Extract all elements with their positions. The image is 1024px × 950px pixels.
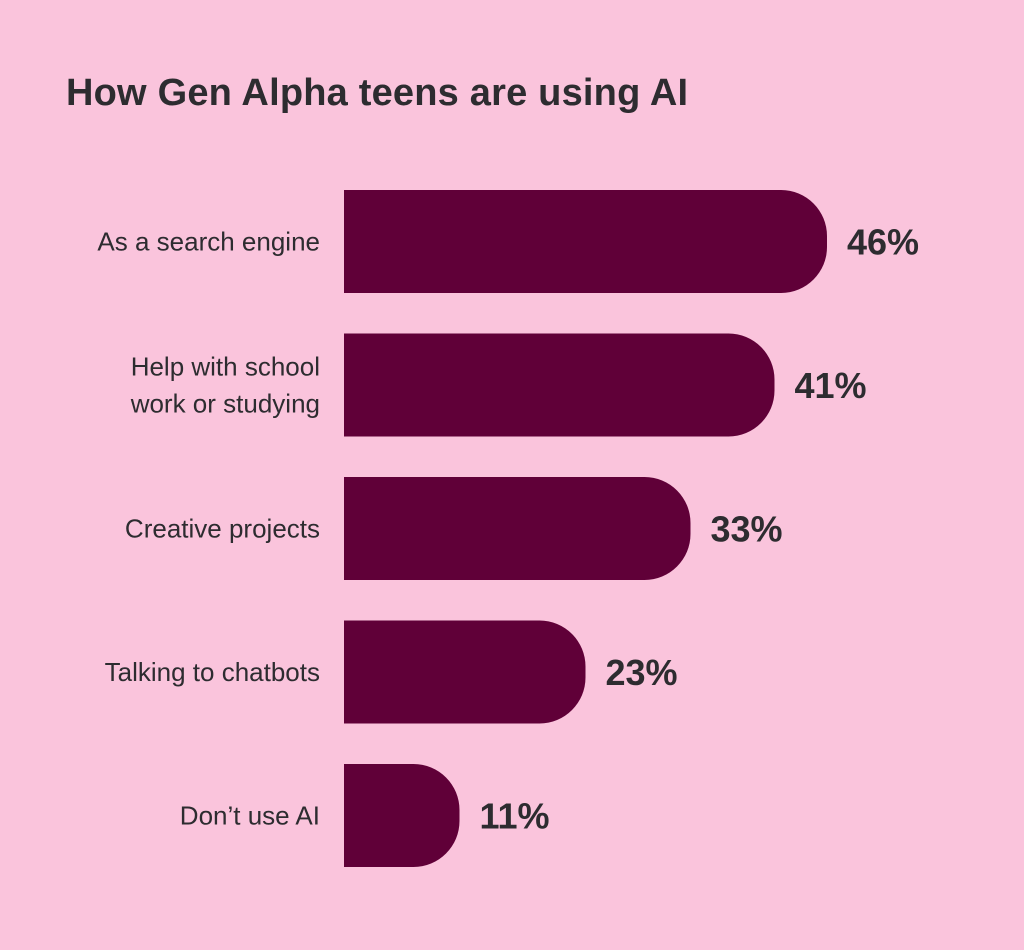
value-label-2: 33% (711, 509, 783, 550)
category-label-3: Talking to chatbots (105, 657, 320, 687)
bar-2 (344, 477, 691, 580)
bar-4 (344, 764, 460, 867)
category-label-0: As a search engine (97, 227, 320, 257)
category-label-1-line-1: work or studying (130, 389, 320, 419)
chart-title: How Gen Alpha teens are using AI (66, 72, 689, 114)
bar-0 (344, 190, 827, 293)
value-label-3: 23% (606, 652, 678, 693)
category-label-4: Don’t use AI (180, 801, 320, 831)
value-label-0: 46% (847, 222, 919, 263)
value-label-1: 41% (795, 365, 867, 406)
category-label-1-line-0: Help with school (131, 352, 320, 382)
bar-1 (344, 333, 775, 437)
bar-3 (344, 620, 586, 724)
value-label-4: 11% (480, 796, 550, 837)
category-label-2: Creative projects (125, 514, 320, 544)
